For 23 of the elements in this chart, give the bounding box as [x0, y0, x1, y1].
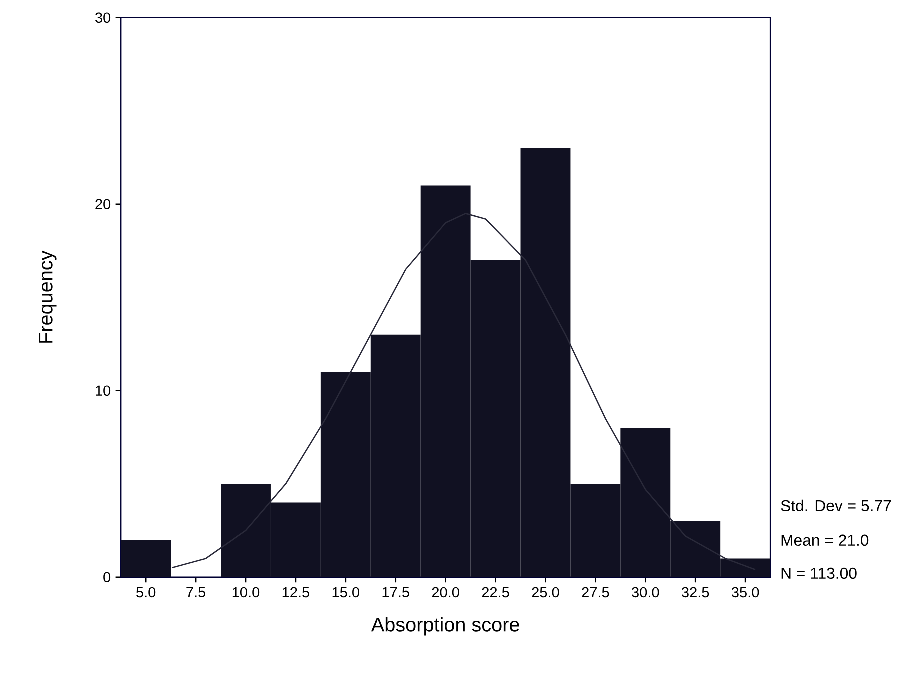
text: Std. Dev = 5.77 [781, 500, 892, 512]
y-tick-label: 10 [96, 386, 111, 396]
x-tick-label: 20.0 [432, 587, 460, 598]
line-series [171, 212, 756, 570]
x-tick-label: 22.5 [482, 587, 510, 598]
x-tick-label: 27.5 [582, 587, 610, 598]
x-tick-label: 10.0 [232, 587, 260, 598]
x-tick-label: 17.5 [382, 587, 410, 598]
text: Mean = 21.0 [782, 534, 869, 546]
x-tick-label: 7.5 [186, 587, 206, 598]
x-tick-label: 12.5 [282, 587, 310, 598]
text: N = 113.00 [782, 568, 857, 579]
y-tick-label: 0 [104, 572, 111, 582]
x-tick-label: 15.0 [332, 587, 360, 598]
y-tick-label: 30 [96, 12, 111, 23]
x-tick-label: 30.0 [632, 587, 660, 598]
x-tick-label: 35.0 [732, 587, 760, 598]
x-tick-label: 32.5 [682, 587, 710, 598]
x-tick-label: 25.0 [532, 587, 560, 598]
x-axis-title: Absorption score [371, 617, 520, 636]
x-tick-label: 5.0 [136, 587, 156, 598]
y-tick-label: 20 [96, 199, 111, 210]
y-axis-title: Frequency [39, 250, 57, 343]
